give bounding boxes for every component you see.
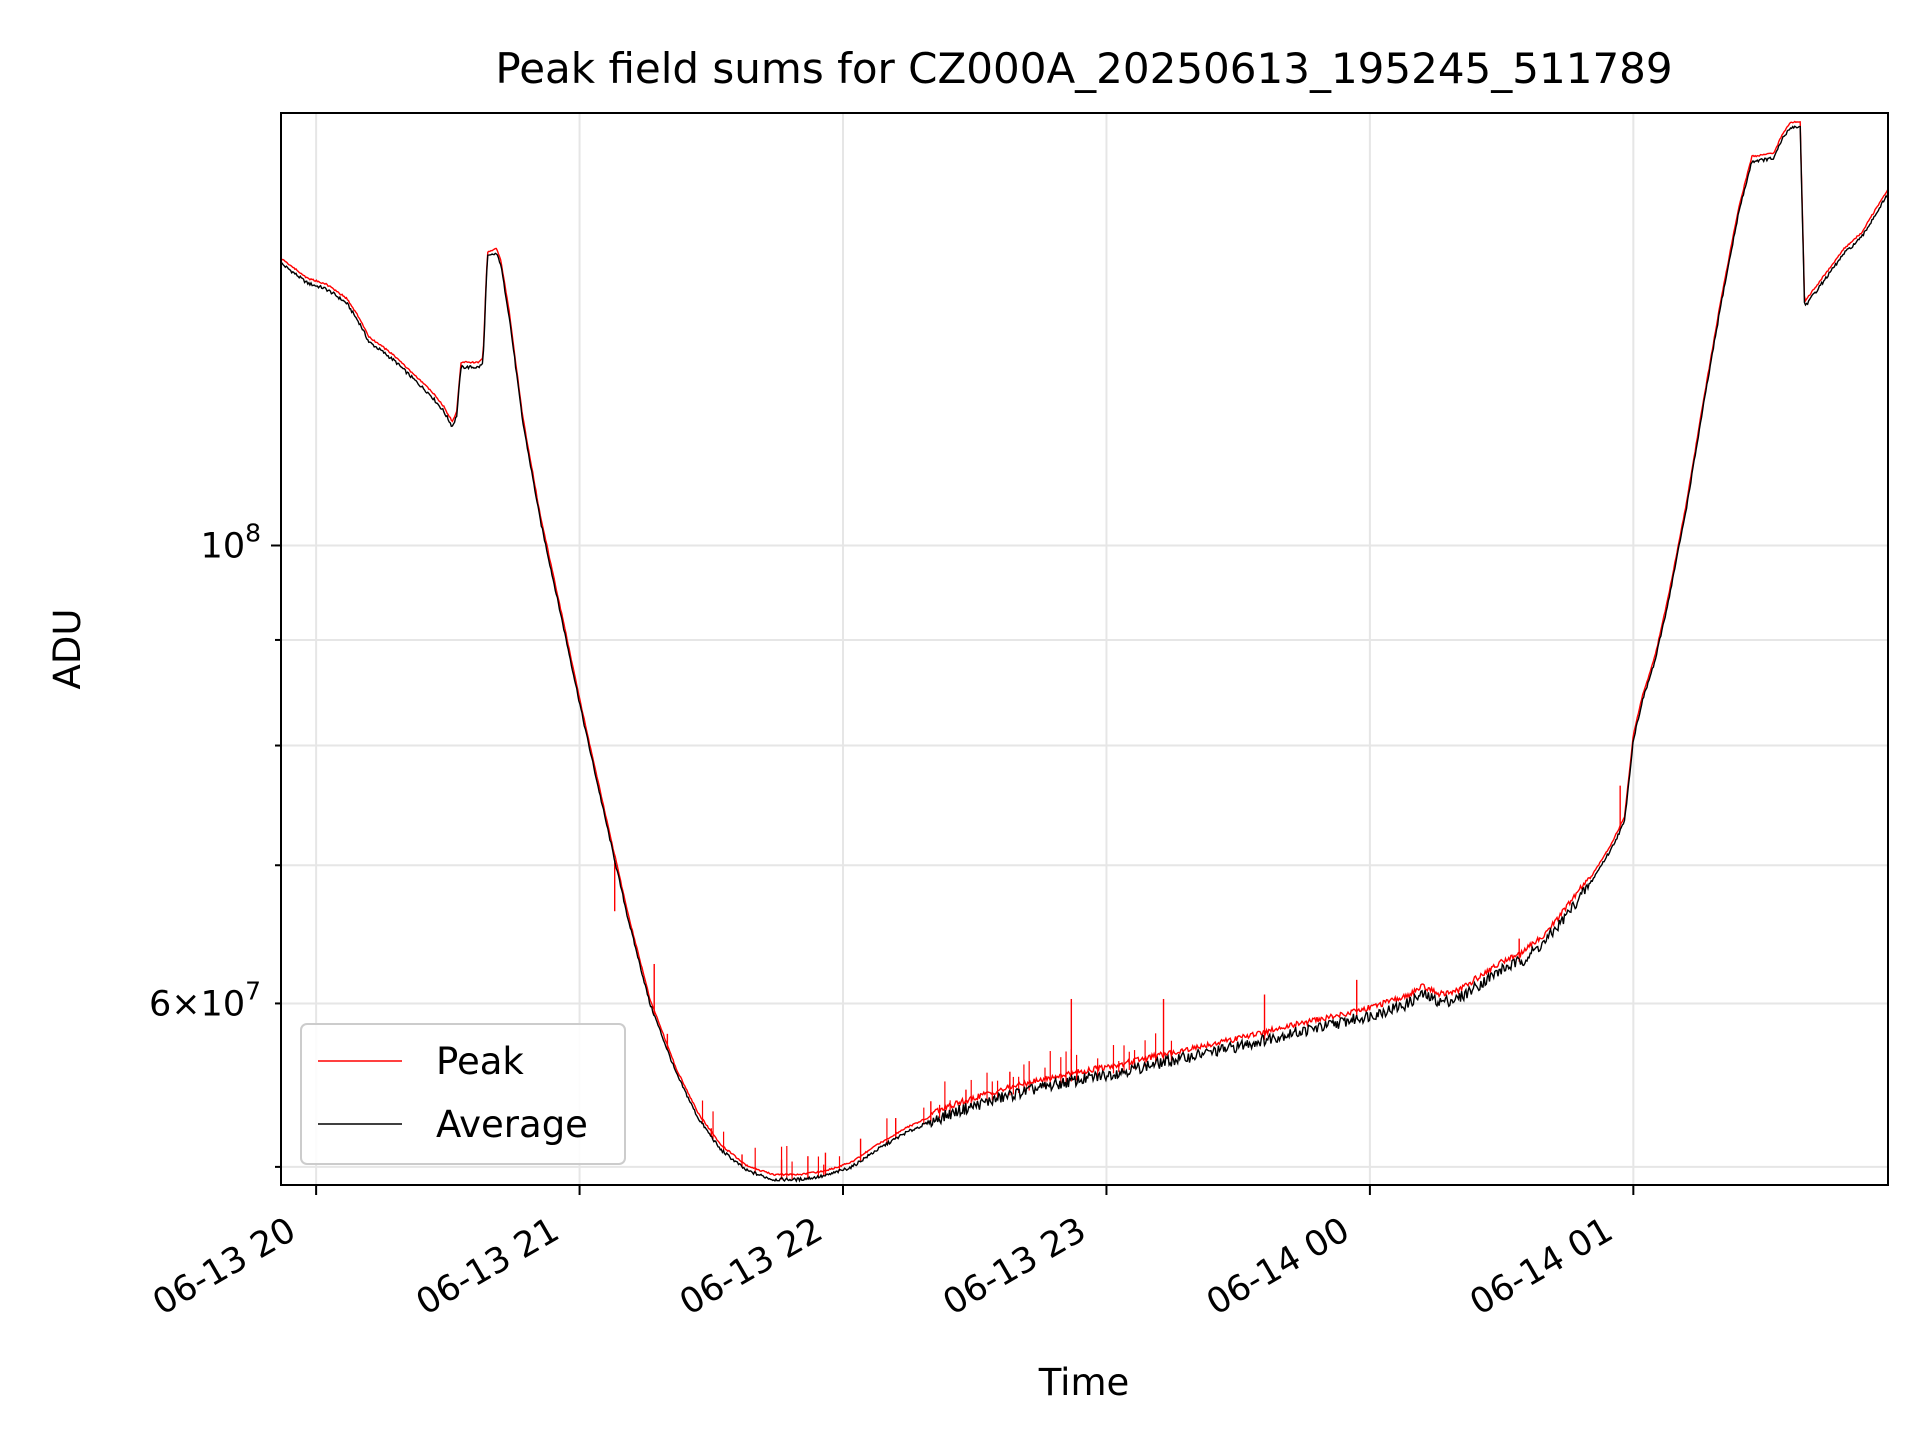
y-axis: 6×107 108 bbox=[149, 518, 281, 1168]
legend-box bbox=[300, 1023, 626, 1165]
x-axis-title: Time bbox=[1038, 1361, 1130, 1404]
plot-series bbox=[280, 120, 1889, 1183]
plot-frame bbox=[280, 112, 1889, 1186]
legend: Peak Average bbox=[300, 1023, 626, 1165]
chart-title: Peak field sums for CZ000A_20250613_1952… bbox=[495, 44, 1672, 93]
y-axis-title: ADU bbox=[46, 609, 89, 690]
grid bbox=[281, 113, 1888, 1185]
series-average-line bbox=[280, 125, 1889, 1183]
y-tick-label: 6×107 bbox=[149, 976, 261, 1024]
y-tick-label: 108 bbox=[201, 518, 261, 566]
legend-label-average: Average bbox=[436, 1103, 588, 1146]
legend-label-peak: Peak bbox=[436, 1040, 524, 1083]
